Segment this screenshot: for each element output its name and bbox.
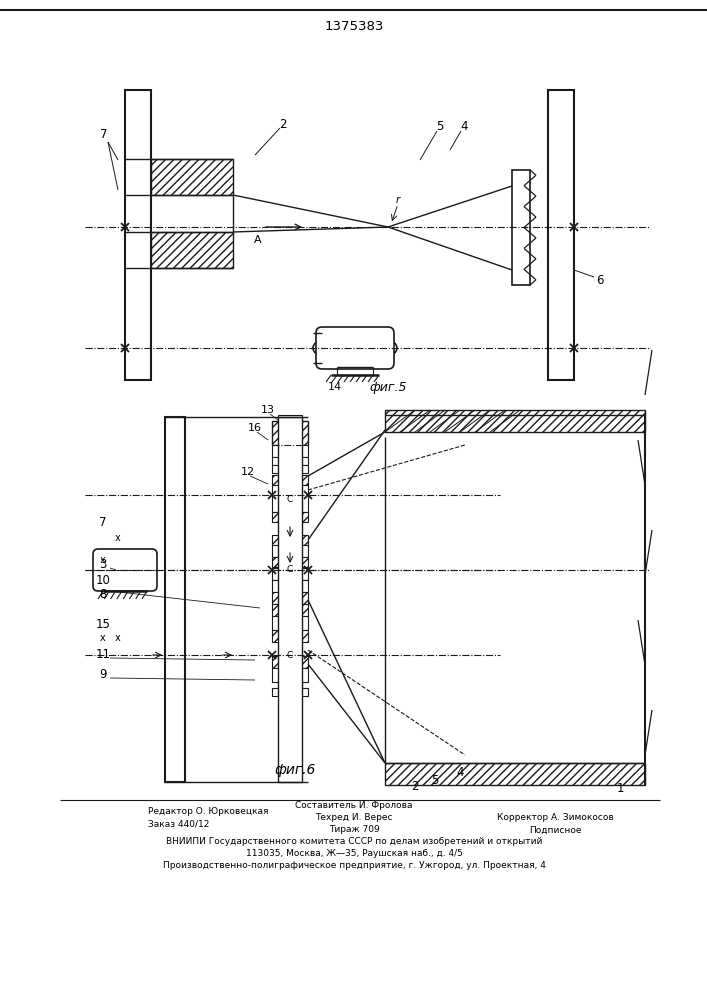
Bar bbox=[272, 535, 308, 545]
Text: 6: 6 bbox=[596, 273, 604, 286]
Bar bbox=[272, 616, 308, 630]
Bar bbox=[272, 485, 308, 512]
Bar bbox=[272, 445, 308, 457]
Bar bbox=[548, 90, 574, 380]
Bar bbox=[272, 656, 308, 668]
Text: 5: 5 bbox=[436, 120, 444, 133]
Text: x: x bbox=[115, 633, 121, 643]
Bar bbox=[512, 170, 530, 285]
Text: 3: 3 bbox=[99, 558, 107, 572]
Bar bbox=[272, 557, 308, 567]
Text: 1: 1 bbox=[617, 782, 624, 794]
Bar bbox=[272, 592, 308, 604]
Text: Составитель И. Фролова: Составитель И. Фролова bbox=[296, 802, 413, 810]
Text: фиг.5: фиг.5 bbox=[369, 380, 407, 393]
Bar bbox=[385, 763, 645, 785]
Text: C: C bbox=[287, 566, 293, 574]
Bar bbox=[151, 232, 233, 268]
Text: r: r bbox=[396, 195, 400, 205]
Text: 10: 10 bbox=[95, 574, 110, 586]
Text: Тираж 709: Тираж 709 bbox=[329, 826, 380, 834]
Bar bbox=[272, 568, 308, 580]
Text: 7: 7 bbox=[99, 516, 107, 530]
Text: 4: 4 bbox=[460, 120, 468, 133]
Text: 13: 13 bbox=[261, 405, 275, 415]
Ellipse shape bbox=[313, 333, 397, 363]
Text: Редактор О. Юрковецкая: Редактор О. Юрковецкая bbox=[148, 808, 269, 816]
Text: C: C bbox=[287, 650, 293, 660]
FancyBboxPatch shape bbox=[316, 327, 394, 369]
Text: 12: 12 bbox=[241, 467, 255, 477]
FancyBboxPatch shape bbox=[93, 549, 157, 591]
Bar bbox=[272, 580, 308, 592]
Bar bbox=[272, 688, 308, 696]
Text: 16: 16 bbox=[248, 423, 262, 433]
Bar bbox=[272, 512, 308, 522]
Text: 4: 4 bbox=[456, 766, 464, 778]
Bar bbox=[272, 421, 308, 445]
Bar bbox=[278, 682, 302, 688]
Text: x: x bbox=[100, 633, 106, 643]
Bar bbox=[165, 417, 185, 782]
Text: Производственно-полиграфическое предприятие, г. Ужгород, ул. Проектная, 4: Производственно-полиграфическое предприя… bbox=[163, 861, 545, 870]
Text: фиг.6: фиг.6 bbox=[274, 763, 316, 777]
Text: 113035, Москва, Ж—35, Раушская наб., д. 4/5: 113035, Москва, Ж—35, Раушская наб., д. … bbox=[245, 850, 462, 858]
Text: 8: 8 bbox=[99, 587, 107, 600]
Bar bbox=[322, 333, 388, 363]
Text: 7: 7 bbox=[100, 128, 107, 141]
Text: Подписное: Подписное bbox=[529, 826, 581, 834]
Bar bbox=[272, 465, 308, 473]
Text: 2: 2 bbox=[411, 780, 419, 794]
Text: ВНИИПИ Государственного комитета СССР по делам изобретений и открытий: ВНИИПИ Государственного комитета СССР по… bbox=[166, 838, 542, 846]
Bar bbox=[272, 668, 308, 682]
Text: Заказ 440/12: Заказ 440/12 bbox=[148, 820, 209, 828]
Bar bbox=[272, 545, 308, 557]
Bar bbox=[278, 417, 302, 782]
Bar bbox=[278, 415, 302, 421]
Bar bbox=[151, 159, 233, 195]
Bar bbox=[272, 475, 308, 485]
Text: 11: 11 bbox=[95, 648, 110, 662]
Text: A: A bbox=[255, 235, 262, 245]
Text: C: C bbox=[287, 495, 293, 504]
Text: Техред И. Верес: Техред И. Верес bbox=[315, 814, 393, 822]
Text: Корректор А. Зимокосов: Корректор А. Зимокосов bbox=[496, 814, 614, 822]
Bar bbox=[272, 457, 308, 465]
Text: 14: 14 bbox=[328, 382, 342, 392]
Bar bbox=[385, 410, 645, 432]
Text: 1375383: 1375383 bbox=[325, 19, 384, 32]
Text: x: x bbox=[100, 555, 106, 565]
Text: 5: 5 bbox=[431, 774, 438, 786]
Text: 9: 9 bbox=[99, 668, 107, 682]
Text: 15: 15 bbox=[95, 618, 110, 632]
Bar bbox=[272, 604, 308, 616]
Bar bbox=[272, 630, 308, 642]
Text: x: x bbox=[115, 533, 121, 543]
Bar bbox=[125, 90, 151, 380]
Text: 2: 2 bbox=[279, 117, 287, 130]
